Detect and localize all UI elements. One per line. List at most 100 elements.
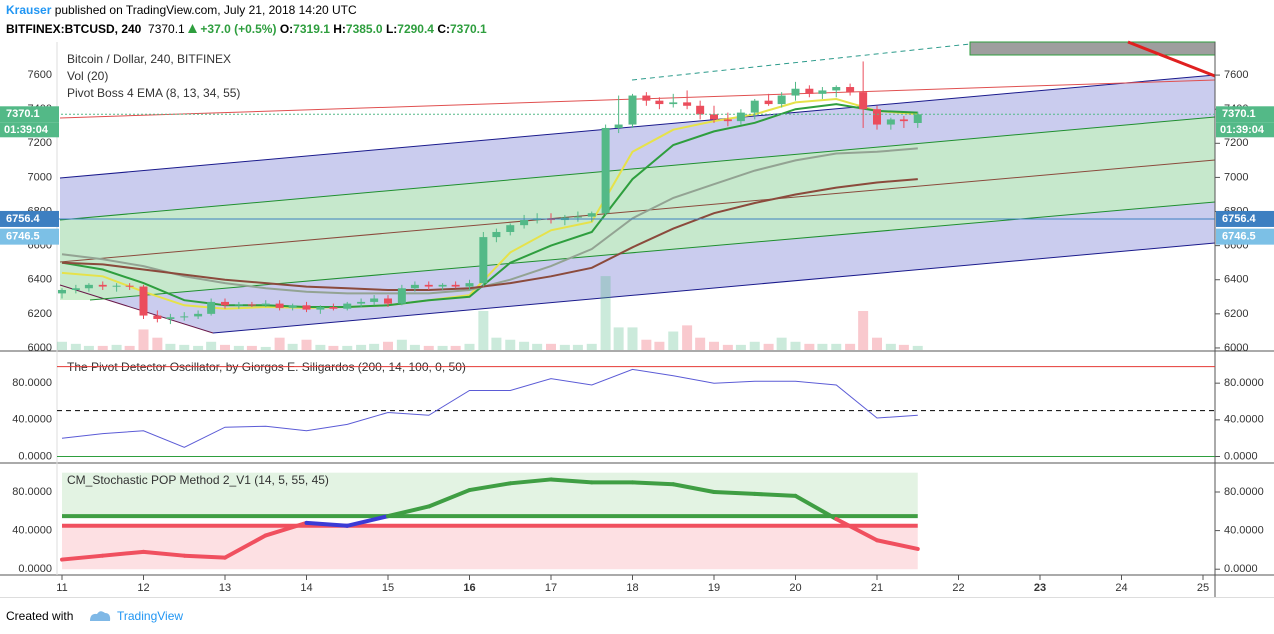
candle-body <box>736 112 745 122</box>
candle-body <box>818 90 827 94</box>
stoch-segment <box>345 514 390 528</box>
candle-body <box>221 301 229 306</box>
y-tick-label: 40.0000 <box>12 525 52 537</box>
price-tag-label: 6756.4 <box>6 213 41 225</box>
author[interactable]: Krauser <box>6 3 52 17</box>
up-arrow <box>188 24 198 33</box>
candle-body <box>329 307 338 309</box>
candle-body <box>384 298 392 304</box>
candle-body <box>696 105 705 115</box>
candle-body <box>288 305 297 308</box>
candle-body <box>139 286 148 316</box>
price-tag <box>1216 106 1274 123</box>
candle-body <box>465 283 474 287</box>
y-tick-label: 7600 <box>28 69 52 81</box>
channel-line <box>212 242 1216 334</box>
volume-bar <box>233 345 244 350</box>
volume-bar <box>682 325 693 350</box>
volume-bar <box>423 345 434 350</box>
candle-body <box>261 303 270 306</box>
volume-bar <box>532 343 543 350</box>
candle-body <box>886 119 895 125</box>
volume-bar <box>586 343 597 350</box>
x-tick-label: 24 <box>1115 582 1127 594</box>
y-tick-label: 40.0000 <box>12 414 52 426</box>
countdown: 01:39:04 <box>1220 124 1265 136</box>
volume-bar <box>152 337 163 350</box>
volume-bar <box>885 343 896 350</box>
candle-body <box>506 225 515 232</box>
volume-bar <box>356 344 367 350</box>
y-tick-label: 80.0000 <box>1224 377 1264 389</box>
countdown-tag <box>1216 122 1274 138</box>
oscillator-line <box>61 368 918 448</box>
volume-bar <box>559 344 570 350</box>
open: 7319.1 <box>293 22 330 36</box>
candle-body <box>846 87 855 93</box>
price-tag-label: 7370.1 <box>1222 108 1256 120</box>
stoch-segment <box>508 477 553 486</box>
stoch-segment <box>60 553 105 562</box>
volume-bar <box>409 344 420 350</box>
candle-body <box>832 87 841 91</box>
candle-body <box>777 95 786 105</box>
candle-body <box>98 284 107 287</box>
stoch-segment <box>426 488 472 509</box>
volume-bar <box>709 341 719 350</box>
price-tag <box>0 106 59 123</box>
candle-body <box>247 304 256 306</box>
publish-line: Krauser published on TradingView.com, Ju… <box>6 3 357 17</box>
candle-body <box>791 88 800 96</box>
channel-line <box>59 74 1216 179</box>
y-tick-label: 80.0000 <box>12 377 52 389</box>
y-tick-label: 6400 <box>28 274 52 286</box>
candle-body <box>71 288 80 290</box>
x-tick-label: 16 <box>463 582 475 594</box>
volume-bar <box>206 341 217 350</box>
candle-body <box>479 237 488 284</box>
stoch-segment <box>712 489 757 496</box>
high: 7385.0 <box>345 22 383 36</box>
candle-body <box>424 284 433 287</box>
stoch-segment <box>793 493 839 522</box>
candle-body <box>438 284 447 287</box>
l-label: L: <box>385 22 398 36</box>
channel-line <box>59 116 1216 221</box>
volume-bar <box>70 343 81 350</box>
arrow-line <box>1127 40 1216 78</box>
price-tag-label: 6746.5 <box>6 231 40 243</box>
x-tick-label: 11 <box>56 582 67 594</box>
created-with: Created with <box>6 609 74 623</box>
volume-bar <box>450 345 461 350</box>
candle-body <box>683 102 692 106</box>
candle-body <box>723 119 732 122</box>
price-tag-label: 6746.5 <box>1222 231 1256 243</box>
x-tick-label: 12 <box>137 582 149 594</box>
stoch-segment <box>386 504 431 519</box>
volume-bar <box>898 344 909 350</box>
volume-bar <box>749 341 760 350</box>
stoch-segment <box>875 538 920 551</box>
brand[interactable]: TradingView <box>117 609 184 623</box>
candle-body <box>166 317 175 319</box>
stoch-segment <box>100 549 146 558</box>
trend-line <box>59 79 1216 119</box>
candle-body <box>343 303 352 309</box>
volume-bar <box>491 337 502 350</box>
volume-bar <box>627 327 638 350</box>
candle-body <box>710 114 718 120</box>
volume-bar <box>138 329 149 350</box>
x-tick-label: 15 <box>382 582 394 594</box>
stoch-segment <box>141 549 187 558</box>
volume-bar <box>220 344 230 350</box>
y-tick-label: 0.0000 <box>1224 450 1258 462</box>
price-tag-label: 7370.1 <box>6 108 40 120</box>
x-tick-label: 18 <box>626 582 638 594</box>
ema-title: Pivot Boss 4 EMA (8, 13, 34, 55) <box>67 86 240 100</box>
volume-bar <box>572 344 583 350</box>
chart: Bitcoin / Dollar, 240, BITFINEX Vol (20)… <box>0 40 1274 597</box>
ema-line <box>61 178 918 291</box>
volume-bar <box>804 343 815 350</box>
candle-body <box>764 100 773 105</box>
y-tick-label: 6000 <box>1224 342 1248 354</box>
